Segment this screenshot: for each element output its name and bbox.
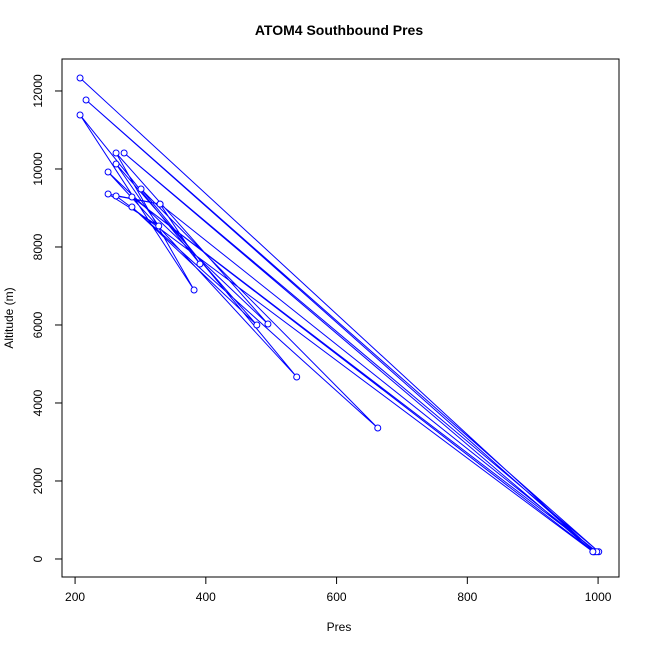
data-point xyxy=(120,149,128,157)
data-point xyxy=(112,192,120,200)
data-point xyxy=(128,203,136,211)
y-tick-label: 0 xyxy=(31,555,45,562)
data-point xyxy=(374,424,382,432)
data-point xyxy=(196,260,204,268)
data-point xyxy=(137,185,145,193)
chart-title: ATOM4 Southbound Pres xyxy=(255,22,423,38)
y-tick-label: 10000 xyxy=(31,152,45,186)
x-tick-label: 1000 xyxy=(585,590,612,604)
data-point xyxy=(190,286,198,294)
data-point xyxy=(82,96,90,104)
data-point xyxy=(264,320,272,328)
data-point xyxy=(112,160,120,168)
x-tick-label: 600 xyxy=(327,590,347,604)
y-tick-label: 4000 xyxy=(31,389,45,416)
y-tick-label: 2000 xyxy=(31,467,45,494)
y-tick-label: 12000 xyxy=(31,74,45,108)
y-tick-label: 6000 xyxy=(31,311,45,338)
y-tick-label: 8000 xyxy=(31,233,45,260)
data-point xyxy=(76,74,84,82)
plot-frame xyxy=(61,58,620,578)
x-tick-label: 200 xyxy=(65,590,85,604)
data-point xyxy=(155,222,163,230)
data-point xyxy=(104,190,112,198)
data-point xyxy=(156,200,164,208)
data-point xyxy=(293,373,301,381)
x-axis-label: Pres xyxy=(327,620,352,634)
data-point xyxy=(112,149,120,157)
y-axis-label: Altitude (m) xyxy=(2,287,16,348)
x-tick-label: 800 xyxy=(457,590,477,604)
x-tick-label: 400 xyxy=(196,590,216,604)
data-point xyxy=(253,321,261,329)
data-point xyxy=(76,111,84,119)
data-line xyxy=(79,77,600,553)
data-point xyxy=(104,168,112,176)
data-point xyxy=(589,548,597,556)
data-point xyxy=(128,193,136,201)
